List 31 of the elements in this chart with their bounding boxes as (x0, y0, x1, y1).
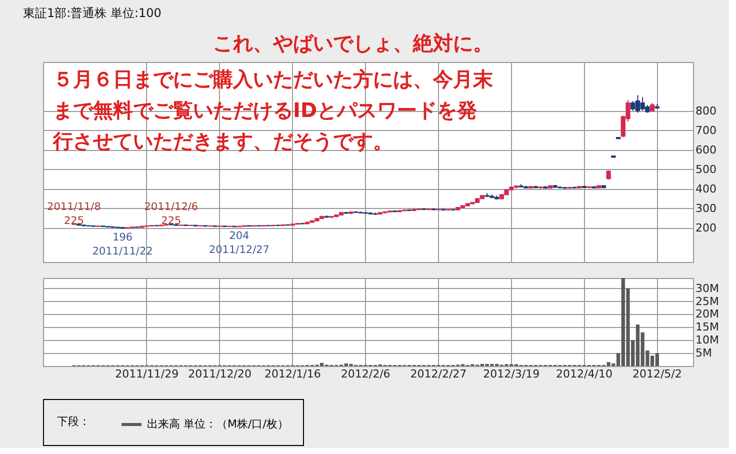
y-tick-label: 200 (696, 221, 716, 234)
annotation: 2011/11/8 225 (47, 200, 101, 227)
x-tick-label: 2012/2/27 (410, 368, 467, 380)
y-tick-label: 5M (696, 346, 712, 360)
x-tick-label: 2011/11/29 (115, 368, 179, 380)
y-tick-label: 25M (696, 294, 719, 308)
y-tick-label: 400 (696, 182, 716, 196)
x-tick-label: 2012/5/2 (632, 368, 682, 380)
candlestick (606, 170, 611, 180)
y-tick-label: 300 (696, 202, 716, 215)
y-tick-label: 10M (696, 334, 719, 347)
x-tick-label: 2012/1/16 (264, 368, 321, 380)
x-tick-label: 2012/2/6 (340, 368, 390, 380)
text: これ、やばいでしょ、絶対に。 (213, 31, 493, 55)
x-tick-label: 2011/12/20 (188, 368, 252, 380)
x-tick-label: 2012/3/19 (483, 368, 540, 380)
y-tick-label: 15M (696, 320, 719, 334)
y-tick-label: 600 (696, 143, 716, 156)
legend-label: 出来高 単位：（M株/口/枚） (147, 418, 288, 430)
annotation: 204 2011/12/27 (208, 230, 270, 256)
x-tick-label: 2012/4/10 (556, 368, 612, 380)
y-tick-label: 700 (696, 124, 716, 137)
chart-title: 東証1部:普通株 単位:100 (23, 6, 162, 20)
annotation: ５月６日までにご購入いただいた方には、今月末まで無料でご覧いただけるIDとパスワードを発行させていただきます、だそうです。 (52, 67, 494, 153)
annotation: 196 2011/11/22 (92, 232, 153, 258)
y-tick-label: 20M (696, 308, 719, 321)
legend-title: 下段： (57, 415, 90, 428)
y-tick-label: 500 (696, 162, 716, 176)
y-tick-label: 800 (696, 104, 716, 118)
y-tick-label: 30M (696, 282, 719, 295)
annotation: 2011/12/6 225 (144, 200, 198, 227)
